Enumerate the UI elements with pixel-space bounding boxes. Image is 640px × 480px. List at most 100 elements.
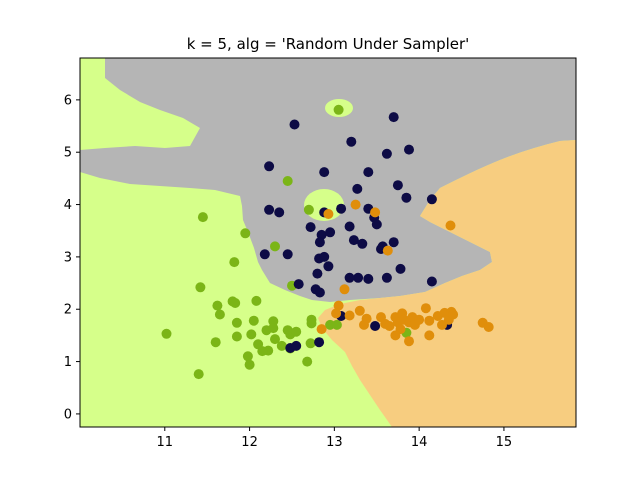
data-point-series-2 bbox=[424, 315, 435, 326]
data-point-series-2 bbox=[323, 209, 334, 219]
data-point-series-0 bbox=[240, 228, 251, 239]
data-point-series-0 bbox=[210, 337, 221, 348]
decision-regions bbox=[80, 58, 576, 427]
data-point-series-0 bbox=[303, 204, 314, 215]
y-tick-label: 3 bbox=[64, 250, 72, 265]
data-point-series-2 bbox=[339, 284, 350, 295]
data-point-series-1 bbox=[381, 272, 392, 283]
data-point-series-1 bbox=[426, 276, 437, 287]
data-point-series-2 bbox=[483, 322, 494, 332]
data-point-series-1 bbox=[319, 167, 330, 178]
data-point-series-2 bbox=[382, 245, 393, 256]
data-point-series-1 bbox=[336, 203, 347, 214]
data-point-series-0 bbox=[276, 340, 287, 351]
data-point-series-1 bbox=[346, 136, 357, 147]
data-point-series-2 bbox=[445, 220, 456, 231]
data-point-series-0 bbox=[242, 351, 253, 362]
data-point-series-1 bbox=[314, 287, 325, 298]
data-point-series-1 bbox=[363, 167, 374, 178]
data-point-series-1 bbox=[291, 340, 302, 351]
data-point-series-1 bbox=[312, 268, 323, 279]
x-tick-label: 11 bbox=[157, 435, 174, 450]
data-point-series-0 bbox=[197, 212, 208, 223]
data-point-series-0 bbox=[244, 359, 255, 370]
data-point-series-2 bbox=[437, 319, 447, 330]
data-point-series-0 bbox=[248, 315, 259, 326]
y-tick-label: 5 bbox=[64, 146, 72, 161]
data-point-series-0 bbox=[291, 326, 302, 337]
data-point-series-2 bbox=[404, 336, 414, 347]
data-point-series-1 bbox=[325, 227, 336, 238]
data-point-series-1 bbox=[274, 207, 285, 218]
data-point-series-0 bbox=[282, 176, 293, 186]
data-point-series-1 bbox=[401, 192, 412, 203]
data-point-series-0 bbox=[230, 298, 241, 308]
x-tick-label: 14 bbox=[411, 435, 428, 450]
data-point-series-1 bbox=[392, 180, 403, 191]
y-tick-label: 1 bbox=[64, 355, 72, 370]
region-class-1 bbox=[80, 58, 576, 302]
data-point-series-2 bbox=[370, 207, 381, 218]
data-point-series-2 bbox=[384, 321, 395, 331]
data-point-series-1 bbox=[344, 221, 355, 232]
data-point-series-2 bbox=[390, 330, 401, 341]
data-point-series-1 bbox=[259, 249, 270, 260]
data-point-series-0 bbox=[305, 338, 316, 349]
data-point-series-2 bbox=[350, 199, 361, 210]
data-point-series-1 bbox=[353, 272, 364, 283]
data-point-series-1 bbox=[323, 261, 334, 272]
data-point-series-0 bbox=[161, 328, 172, 339]
y-axis: 0 1 2 3 4 5 6 bbox=[64, 93, 80, 422]
data-point-series-1 bbox=[357, 238, 368, 249]
scatter-points bbox=[161, 104, 494, 380]
data-point-series-0 bbox=[257, 346, 268, 357]
x-tick-label: 13 bbox=[326, 435, 343, 450]
data-point-series-1 bbox=[293, 279, 304, 290]
x-tick-label: 15 bbox=[496, 435, 513, 450]
data-point-series-1 bbox=[381, 148, 392, 159]
data-point-series-0 bbox=[306, 318, 317, 329]
region-class-2 bbox=[318, 140, 576, 427]
data-point-series-2 bbox=[344, 310, 355, 321]
data-point-series-2 bbox=[333, 300, 344, 311]
chart-title: k = 5, alg = 'Random Under Sampler' bbox=[187, 35, 470, 53]
region-class-0-island bbox=[304, 189, 344, 221]
data-point-series-1 bbox=[426, 194, 437, 205]
data-point-series-0 bbox=[231, 317, 242, 328]
data-point-series-0 bbox=[270, 241, 280, 252]
data-point-series-0 bbox=[331, 319, 342, 330]
data-point-series-0 bbox=[195, 282, 206, 293]
data-point-series-1 bbox=[388, 112, 399, 123]
data-point-series-1 bbox=[404, 144, 414, 155]
data-point-series-0 bbox=[193, 369, 204, 380]
plot-frame bbox=[79, 57, 577, 428]
data-point-series-1 bbox=[363, 273, 374, 284]
data-point-series-2 bbox=[420, 303, 431, 314]
data-point-series-1 bbox=[371, 219, 382, 230]
data-point-series-1 bbox=[314, 337, 325, 348]
y-tick-label: 4 bbox=[64, 198, 72, 213]
x-axis: 11 12 13 14 15 bbox=[157, 427, 513, 450]
data-point-series-1 bbox=[305, 222, 316, 233]
data-point-series-0 bbox=[229, 257, 240, 268]
data-point-series-2 bbox=[448, 309, 459, 320]
data-point-series-2 bbox=[354, 305, 365, 316]
data-point-series-2 bbox=[424, 330, 435, 341]
data-point-series-2 bbox=[414, 314, 425, 325]
data-point-series-1 bbox=[395, 263, 406, 274]
data-point-series-2 bbox=[359, 319, 369, 330]
data-point-series-1 bbox=[319, 251, 330, 262]
data-point-series-1 bbox=[370, 321, 381, 331]
data-point-series-0 bbox=[231, 331, 242, 342]
data-point-series-1 bbox=[352, 183, 363, 194]
data-point-series-0 bbox=[268, 323, 279, 334]
data-point-series-0 bbox=[333, 104, 344, 115]
data-point-series-1 bbox=[264, 161, 275, 172]
data-point-series-1 bbox=[348, 235, 359, 246]
y-tick-label: 6 bbox=[64, 93, 72, 108]
data-point-series-0 bbox=[246, 329, 257, 340]
data-point-series-0 bbox=[212, 300, 223, 311]
y-tick-label: 0 bbox=[64, 407, 72, 422]
data-point-series-2 bbox=[331, 308, 342, 319]
